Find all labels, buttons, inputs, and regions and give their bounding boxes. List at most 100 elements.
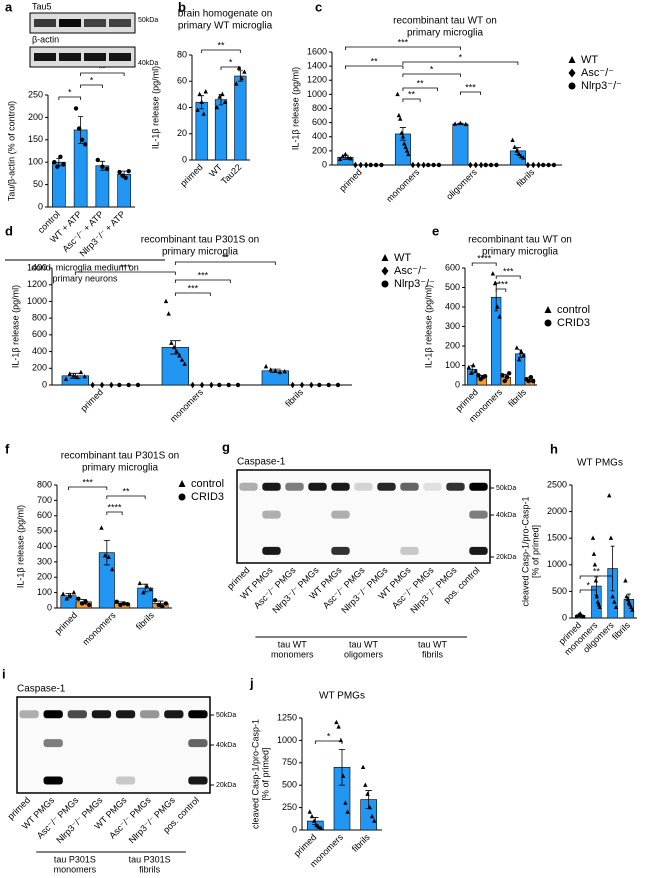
- data-point: [471, 362, 476, 368]
- panel-label: e: [432, 223, 439, 238]
- data-point: [263, 363, 269, 369]
- y-tick-label: 100: [37, 587, 52, 597]
- data-point: [273, 368, 278, 373]
- legend-label: control: [557, 304, 590, 316]
- data-point: [78, 369, 84, 375]
- error-bar: [610, 545, 615, 592]
- panel-label: i: [2, 666, 6, 681]
- y-axis-label: [% of primed]: [260, 747, 270, 800]
- data-point: [541, 162, 546, 168]
- bar: [52, 161, 66, 208]
- significance-bracket: [201, 49, 241, 53]
- blot-band: [377, 482, 396, 491]
- blot-band: [43, 710, 63, 719]
- data-point: [234, 81, 239, 86]
- x-tick-label: monomers: [80, 610, 117, 647]
- data-point: [452, 121, 458, 126]
- y-tick-label: 1400: [307, 61, 327, 71]
- legend-marker: [381, 280, 389, 288]
- y-tick-label: 0: [322, 159, 327, 169]
- data-point: [141, 589, 146, 595]
- x-caption: cond. microglia medium on: [31, 262, 139, 272]
- legend-marker: [544, 319, 552, 327]
- x-tick-label: primed: [178, 162, 205, 189]
- data-point: [87, 602, 92, 608]
- chart-title: WT PMGs: [577, 458, 623, 469]
- y-tick-label: 750: [282, 757, 297, 767]
- blot-marker: 40kDa: [496, 512, 516, 519]
- data-point: [395, 91, 400, 97]
- data-point: [79, 137, 85, 142]
- blot-band: [34, 19, 56, 27]
- group-label: tau WT: [278, 639, 308, 649]
- significance-label: **: [217, 40, 225, 50]
- x-tick-label: Tau22: [219, 162, 243, 186]
- data-point: [290, 381, 295, 389]
- significance-label: ****: [107, 502, 122, 512]
- y-tick-label: 500: [552, 586, 567, 596]
- data-point: [318, 825, 324, 830]
- y-tick-label: 100: [445, 360, 460, 370]
- data-point: [343, 151, 348, 157]
- data-point: [593, 578, 599, 583]
- data-point: [577, 611, 583, 616]
- blot-band: [164, 710, 184, 719]
- blot-band: [262, 482, 281, 491]
- data-point: [488, 162, 494, 168]
- data-point: [410, 161, 416, 169]
- significance-bracket: [402, 98, 421, 102]
- chart-title: primary WT microglia: [178, 21, 273, 32]
- group-label: tau WT: [418, 639, 448, 649]
- data-point: [171, 344, 177, 350]
- data-point: [190, 381, 195, 389]
- data-point: [416, 161, 421, 169]
- data-point: [463, 121, 468, 127]
- blot-row-label: β-actin: [32, 34, 59, 44]
- data-point: [75, 374, 80, 380]
- significance-label: ***: [82, 477, 93, 487]
- data-point: [373, 162, 379, 168]
- data-point: [403, 144, 408, 150]
- group-label: fibrils: [422, 649, 444, 659]
- blot-band: [188, 739, 208, 748]
- data-point: [590, 535, 596, 540]
- x-tick-label: monomers: [168, 387, 205, 424]
- y-tick-label: 0: [47, 602, 52, 612]
- y-tick-label: 0: [38, 201, 43, 211]
- blot-band: [446, 482, 465, 491]
- y-tick-label: 250: [282, 802, 297, 812]
- blot-band: [34, 53, 56, 61]
- blot-band: [91, 710, 112, 719]
- data-point: [504, 375, 510, 380]
- blot-marker: 50kDa: [138, 17, 158, 24]
- blot-band: [469, 482, 488, 491]
- y-tick-label: 20: [177, 128, 187, 138]
- data-point: [458, 120, 463, 126]
- y-tick-label: 0: [562, 612, 567, 622]
- data-point: [90, 381, 95, 389]
- data-point: [623, 578, 628, 583]
- data-point: [612, 599, 617, 604]
- data-point: [120, 173, 125, 178]
- data-point: [516, 356, 522, 362]
- blot-panel-a: Tau5 50kDa β-actin 40kDa: [29, 1, 158, 68]
- legend-label: CRID3: [557, 317, 590, 329]
- data-point: [607, 492, 612, 498]
- y-tick-label: 200: [32, 363, 47, 373]
- y-tick-label: 500: [37, 526, 52, 536]
- blot-row-label: Tau5: [32, 1, 52, 11]
- data-point: [530, 378, 536, 384]
- y-axis-label: IL-1β release (pg/ml): [423, 285, 433, 368]
- significance-label: **: [371, 56, 379, 66]
- blot-band: [285, 482, 304, 491]
- data-point: [220, 91, 225, 97]
- y-tick-label: 800: [32, 313, 47, 323]
- bar: [95, 165, 110, 208]
- blot-band: [59, 19, 81, 27]
- y-tick-label: 100: [28, 157, 43, 167]
- y-tick-label: 1200: [27, 279, 47, 289]
- blot-title: Caspase-1: [237, 457, 286, 468]
- x-tick-label: fibrils: [134, 610, 156, 632]
